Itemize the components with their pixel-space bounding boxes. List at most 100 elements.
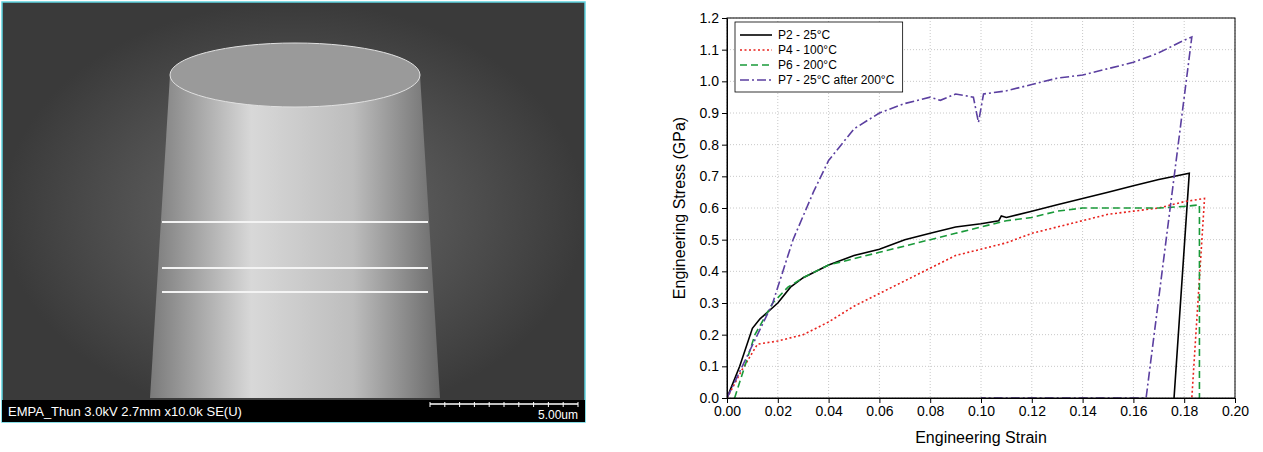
grid-line-x xyxy=(981,18,982,398)
scale-tick xyxy=(563,402,564,407)
legend-sample xyxy=(740,64,772,66)
y-tick: 1.1 xyxy=(700,42,727,58)
y-axis: 0.0 0.1 0.2 0.3 0.4 0.5 0.6 0.7 0.8 0.9 1.0 1.1 1.2 xyxy=(700,10,728,406)
y-tick-label: 0.2 xyxy=(700,327,720,343)
y-tick-mark xyxy=(722,176,727,177)
micrograph: EMPA_Thun 3.0kV 2.7mm x10.0k SE(U)5.00um xyxy=(2,2,585,422)
legend-label: P6 - 200°C xyxy=(778,58,837,72)
pillar-top xyxy=(170,43,420,107)
scale-tick xyxy=(578,402,579,407)
x-tick-label: 0.18 xyxy=(1171,403,1198,419)
y-tick-label: 0.0 xyxy=(700,390,720,406)
legend-sample xyxy=(740,34,772,36)
legend-label: P7 - 25°C after 200°C xyxy=(778,73,895,87)
x-tick-label: 0.02 xyxy=(765,403,792,419)
y-tick-label: 0.1 xyxy=(700,358,720,374)
scale-tick xyxy=(444,402,445,407)
y-tick-mark xyxy=(722,208,727,209)
scale-tick xyxy=(548,402,549,407)
pillar-band xyxy=(162,221,428,223)
grid-line-x xyxy=(1031,18,1032,398)
y-tick-mark xyxy=(722,50,727,51)
scale-tick xyxy=(489,402,490,407)
x-tick-label: 0.20 xyxy=(1222,403,1249,419)
scale-tick xyxy=(459,402,460,407)
legend-sample xyxy=(740,49,772,51)
grid-line-y xyxy=(727,303,1235,304)
y-axis-line xyxy=(727,19,728,399)
y-tick: 0.0 xyxy=(700,390,727,406)
x-tick: 0.10 xyxy=(968,398,995,419)
y-tick-label: 0.3 xyxy=(700,295,720,311)
legend-sample xyxy=(740,79,772,81)
scale-label: 5.00um xyxy=(538,408,578,422)
y-tick-mark xyxy=(722,81,727,82)
y-tick-label: 1.0 xyxy=(700,73,720,89)
y-tick: 0.7 xyxy=(700,168,727,184)
y-tick: 1.0 xyxy=(700,73,727,89)
scale-tick xyxy=(504,402,505,407)
y-tick: 1.2 xyxy=(700,10,727,26)
y-tick-label: 0.4 xyxy=(700,263,720,279)
y-tick: 0.8 xyxy=(700,137,727,153)
x-tick-label: 0.16 xyxy=(1120,403,1147,419)
y-tick-label: 1.1 xyxy=(700,42,720,58)
legend-label: P2 - 25°C xyxy=(778,28,830,42)
y-tick-mark xyxy=(722,303,727,304)
frame xyxy=(727,18,1235,398)
y-tick: 0.5 xyxy=(700,232,727,248)
series-line xyxy=(727,199,1205,399)
x-tick: 0.04 xyxy=(815,398,842,419)
x-axis-title: Engineering Strain xyxy=(915,429,1047,446)
x-tick-label: 0.04 xyxy=(815,403,842,419)
grid-line-y xyxy=(727,239,1235,240)
y-axis-title: Engineering Stress (GPa) xyxy=(671,117,688,299)
x-tick-label: 0.08 xyxy=(917,403,944,419)
y-tick: 0.6 xyxy=(700,200,727,216)
y-tick-mark xyxy=(722,240,727,241)
y-tick-mark xyxy=(722,145,727,146)
scale-tick xyxy=(533,402,534,407)
x-tick-label: 0.06 xyxy=(866,403,893,419)
x-tick: 0.06 xyxy=(866,398,893,419)
x-tick-label: 0.10 xyxy=(968,403,995,419)
y-tick-label: 0.7 xyxy=(700,168,720,184)
grid-line-y xyxy=(727,144,1235,145)
y-tick-label: 1.2 xyxy=(700,10,720,26)
micrograph-ground xyxy=(2,2,585,422)
grid xyxy=(727,18,1235,398)
x-tick: 0.02 xyxy=(765,398,792,419)
x-tick: 0.16 xyxy=(1120,398,1147,419)
y-tick: 0.4 xyxy=(700,263,727,279)
x-tick: 0.20 xyxy=(1222,398,1249,419)
grid-line-x xyxy=(930,18,931,398)
y-tick-label: 0.8 xyxy=(700,137,720,153)
scale-tick xyxy=(474,402,475,407)
legend: P2 - 25°CP4 - 100°CP6 - 200°CP7 - 25°C a… xyxy=(735,22,903,92)
y-tick-mark xyxy=(722,335,727,336)
plot-area xyxy=(727,18,1235,398)
x-tick-label: 0.12 xyxy=(1019,403,1046,419)
y-tick-mark xyxy=(722,398,727,399)
grid-line-y xyxy=(727,271,1235,272)
grid-line-y xyxy=(727,176,1235,177)
y-tick-mark xyxy=(722,18,727,19)
y-tick-mark xyxy=(722,271,727,272)
y-tick-mark xyxy=(722,113,727,114)
x-axis: 0.000.020.040.060.080.100.120.140.160.18… xyxy=(714,398,1249,419)
info-bar xyxy=(2,400,585,422)
y-tick: 0.3 xyxy=(700,295,727,311)
y-tick-mark xyxy=(722,366,727,367)
y-tick: 0.9 xyxy=(700,105,727,121)
y-tick: 0.1 xyxy=(700,358,727,374)
x-tick: 0.14 xyxy=(1069,398,1096,419)
pillar xyxy=(150,58,440,399)
legend-label: P4 - 100°C xyxy=(778,43,837,57)
y-tick-label: 0.5 xyxy=(700,232,720,248)
y-tick-label: 0.9 xyxy=(700,105,720,121)
series-line xyxy=(727,173,1189,398)
legend-box xyxy=(735,22,903,92)
grid-line-x xyxy=(1133,18,1134,398)
series-line xyxy=(735,205,1200,398)
pillar-band xyxy=(162,267,428,269)
